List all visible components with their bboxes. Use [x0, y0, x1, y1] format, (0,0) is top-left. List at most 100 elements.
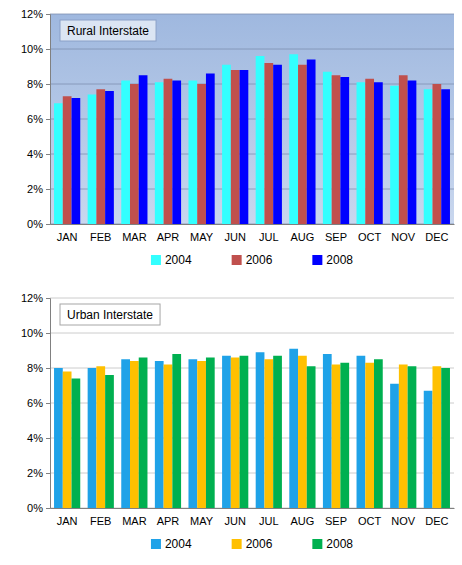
- plot-area: 0%2%4%6%8%10%12%JANFEBMARAPRMAYJUNJULAUG…: [21, 8, 455, 243]
- y-tick: 4%: [27, 148, 50, 160]
- legend-label: 2006: [246, 537, 273, 551]
- y-tick-mark: [46, 333, 50, 334]
- x-tick-label: JUL: [259, 515, 279, 527]
- x-tick: MAY: [190, 224, 214, 243]
- plot-background: [50, 298, 454, 508]
- x-tick: JUL: [259, 224, 279, 243]
- bar: [139, 358, 148, 509]
- y-tick-mark: [46, 189, 50, 190]
- bar: [273, 65, 282, 224]
- x-tick: JAN: [57, 224, 78, 243]
- y-axis: 0%2%4%6%8%10%12%: [21, 8, 51, 230]
- legend-swatch: [312, 255, 322, 265]
- bar: [399, 365, 408, 509]
- x-tick-label: OCT: [358, 515, 382, 527]
- grid: [50, 14, 454, 224]
- x-tick: OCT: [358, 224, 382, 243]
- legend-swatch: [232, 539, 242, 549]
- bar: [63, 96, 72, 224]
- y-tick-label: 6%: [27, 397, 43, 409]
- x-tick: SEP: [325, 224, 347, 243]
- bar: [231, 358, 240, 509]
- bar: [390, 86, 399, 224]
- bar: [164, 79, 173, 224]
- y-tick-mark: [46, 403, 50, 404]
- bar: [289, 349, 298, 508]
- legend-item: 2006: [232, 253, 273, 267]
- bar: [172, 354, 181, 508]
- bar: [96, 366, 105, 508]
- bar: [307, 60, 316, 225]
- grid-line: [50, 368, 454, 369]
- bar: [130, 361, 139, 508]
- bar: [121, 81, 130, 225]
- x-tick: AUG: [290, 508, 314, 527]
- x-tick: JUN: [224, 224, 245, 243]
- bar: [323, 72, 332, 224]
- bar: [307, 366, 316, 508]
- bar: [365, 79, 374, 224]
- y-tick: 8%: [27, 362, 50, 374]
- y-tick-label: 12%: [21, 8, 43, 20]
- bar: [424, 89, 433, 224]
- x-tick-label: JUL: [259, 231, 279, 243]
- bar: [432, 366, 441, 508]
- x-tick-label: NOV: [391, 231, 416, 243]
- y-tick: 10%: [21, 43, 50, 55]
- bar: [298, 65, 307, 224]
- x-tick-label: JUN: [224, 515, 245, 527]
- x-tick: MAR: [122, 508, 147, 527]
- bar: [72, 98, 81, 224]
- x-tick-label: SEP: [325, 515, 347, 527]
- x-tick-label: SEP: [325, 231, 347, 243]
- bar: [424, 391, 433, 508]
- x-tick-label: DEC: [425, 231, 448, 243]
- x-tick: DEC: [425, 224, 448, 243]
- bar: [264, 359, 273, 508]
- grid-line: [50, 333, 454, 334]
- bar: [432, 84, 441, 224]
- y-axis-line: [46, 299, 51, 509]
- title-frame: [60, 304, 160, 325]
- bar: [332, 75, 341, 224]
- title-box: Rural Interstate: [60, 20, 156, 41]
- y-tick-mark: [46, 438, 50, 439]
- bar: [374, 82, 383, 224]
- x-tick: FEB: [90, 508, 111, 527]
- legend-label: 2008: [326, 537, 353, 551]
- x-tick-label: OCT: [358, 231, 382, 243]
- legend-label: 2008: [326, 253, 353, 267]
- x-tick: NOV: [391, 508, 416, 527]
- y-tick-label: 2%: [27, 183, 43, 195]
- bar: [72, 379, 81, 509]
- x-tick: OCT: [358, 508, 382, 527]
- x-tick: DEC: [425, 508, 448, 527]
- bar: [105, 91, 114, 224]
- y-tick-mark: [46, 84, 50, 85]
- x-tick-label: FEB: [90, 515, 111, 527]
- legend-item: 2008: [312, 537, 353, 551]
- bars: [54, 349, 450, 508]
- y-tick-label: 8%: [27, 78, 43, 90]
- bar: [197, 84, 206, 224]
- bar: [399, 75, 408, 224]
- legend-swatch: [151, 539, 161, 549]
- x-tick: JUN: [224, 508, 245, 527]
- grid-line: [50, 14, 454, 15]
- x-axis: JANFEBMARAPRMAYJUNJULAUGSEPOCTNOVDEC: [51, 508, 455, 527]
- legend-label: 2004: [165, 253, 192, 267]
- bar: [365, 363, 374, 508]
- y-tick-mark: [46, 473, 50, 474]
- x-axis-line: [51, 508, 455, 509]
- x-tick-label: JUN: [224, 231, 245, 243]
- y-tick: 8%: [27, 78, 50, 90]
- bar: [54, 368, 63, 508]
- bar: [130, 84, 139, 224]
- grid-line: [50, 298, 454, 299]
- bar: [164, 365, 173, 509]
- x-axis: JANFEBMARAPRMAYJUNJULAUGSEPOCTNOVDEC: [51, 224, 455, 243]
- bar: [197, 361, 206, 508]
- title-frame: [60, 20, 156, 41]
- bar: [390, 384, 399, 508]
- y-tick: 12%: [21, 8, 50, 20]
